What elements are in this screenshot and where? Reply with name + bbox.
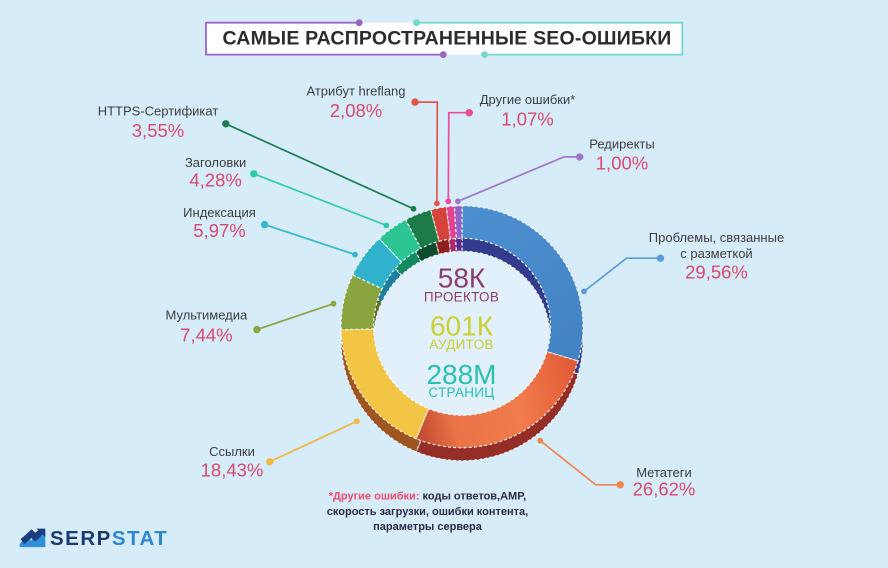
svg-text:Другие ошибки*: Другие ошибки*	[480, 92, 576, 107]
svg-text:Редиректы: Редиректы	[589, 137, 654, 152]
svg-text:18,43%: 18,43%	[201, 460, 264, 481]
svg-text:29,56%: 29,56%	[685, 262, 748, 283]
svg-text:SERPSTAT: SERPSTAT	[50, 527, 168, 550]
svg-text:АУДИТОВ: АУДИТОВ	[429, 337, 493, 352]
svg-text:скорость загрузки, ошибки конт: скорость загрузки, ошибки контента,	[327, 506, 528, 518]
svg-text:1,07%: 1,07%	[501, 109, 553, 130]
svg-text:1,00%: 1,00%	[596, 152, 648, 173]
svg-text:3,55%: 3,55%	[132, 120, 184, 141]
svg-text:Заголовки: Заголовки	[185, 155, 246, 170]
svg-text:7,44%: 7,44%	[180, 325, 232, 346]
svg-text:Проблемы, связанные: Проблемы, связанные	[649, 230, 784, 245]
svg-text:Индексация: Индексация	[183, 205, 256, 220]
svg-text:Мультимедиа: Мультимедиа	[166, 307, 248, 322]
svg-text:СТРАНИЦ: СТРАНИЦ	[428, 385, 494, 400]
svg-text:ПРОЕКТОВ: ПРОЕКТОВ	[424, 289, 499, 304]
svg-text:58К: 58К	[438, 262, 486, 293]
svg-text:HTTPS-Сертификат: HTTPS-Сертификат	[98, 104, 219, 119]
svg-text:САМЫЕ РАСПРОСТРАНЕННЫЕ SEO-ОШИ: САМЫЕ РАСПРОСТРАНЕННЫЕ SEO-ОШИБКИ	[223, 27, 672, 49]
svg-text:601К: 601К	[430, 310, 494, 341]
svg-text:параметры сервера: параметры сервера	[373, 521, 483, 533]
svg-text:5,97%: 5,97%	[193, 220, 245, 241]
svg-text:с разметкой: с разметкой	[680, 246, 752, 261]
svg-text:Атрибут hreflang: Атрибут hreflang	[306, 84, 405, 99]
svg-text:*Другие ошибки: коды ответов,A: *Другие ошибки: коды ответов,AMP,	[329, 491, 526, 503]
svg-text:4,28%: 4,28%	[189, 169, 241, 190]
svg-text:288М: 288М	[426, 359, 496, 390]
svg-text:Ссылки: Ссылки	[209, 444, 255, 459]
svg-text:2,08%: 2,08%	[330, 100, 382, 121]
svg-text:26,62%: 26,62%	[633, 479, 696, 500]
svg-text:Метатеги: Метатеги	[636, 465, 692, 480]
